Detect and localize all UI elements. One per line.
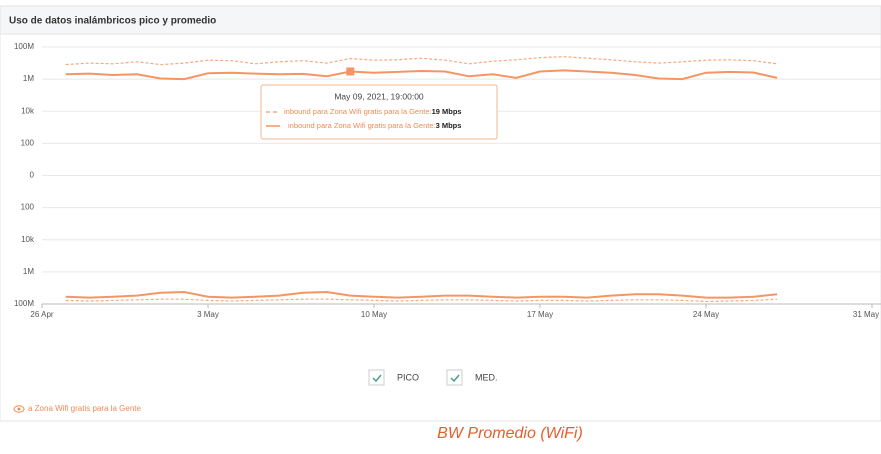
y-tick-label: 10k: [21, 235, 35, 244]
tooltip-label: inbound para Zona Wifi gratis para la Ge…: [284, 107, 462, 116]
panel-title: Uso de datos inalámbricos pico y promedi…: [9, 16, 216, 27]
series-line: [65, 290, 778, 299]
y-tick-label: 100: [21, 138, 35, 147]
x-tick-label: 24 May: [693, 310, 719, 319]
legend: PICO MED.: [368, 369, 498, 386]
x-tick-label: 10 May: [361, 310, 387, 319]
tooltip-title: May 09, 2021, 19:00:00: [334, 91, 424, 101]
panel: [0, 5, 881, 422]
series-line: [65, 56, 778, 66]
x-tick-label: 31 May: [853, 310, 879, 319]
tooltip: May 09, 2021, 19:00:00 inbound para Zona…: [260, 84, 498, 140]
tooltip-label: inbound para Zona Wifi gratis para la Ge…: [288, 121, 461, 130]
y-tick-label: 0: [30, 171, 35, 180]
panel-header: [0, 5, 881, 35]
check-icon: [372, 374, 382, 383]
lines: [65, 56, 778, 303]
y-tick-label: 1M: [23, 74, 34, 83]
y-tick-label: 1M: [23, 267, 34, 276]
check-icon: [450, 374, 460, 383]
hover-marker: [346, 67, 355, 76]
footer-link-text[interactable]: a Zona Wifi gratis para la Gente: [28, 404, 141, 413]
legend-label: MED.: [475, 372, 498, 382]
series-line: [65, 298, 778, 303]
legend-checkbox[interactable]: [446, 369, 463, 386]
eye-icon: [13, 405, 25, 413]
eye-icon: [17, 407, 21, 411]
x-tick-label: 26 Apr: [30, 310, 53, 319]
series-line: [65, 69, 778, 81]
x-tick-label: 3 May: [197, 310, 219, 319]
y-tick-label: 100M: [14, 299, 34, 308]
legend-label: PICO: [397, 372, 419, 382]
tooltip-box: [260, 84, 498, 140]
footer-link[interactable]: a Zona Wifi gratis para la Gente: [13, 404, 141, 413]
legend-checkbox[interactable]: [368, 369, 385, 386]
y-tick-label: 100M: [14, 42, 34, 51]
caption: BW Promedio (WiFi): [437, 425, 583, 442]
y-tick-label: 10k: [21, 106, 35, 115]
x-tick-label: 17 May: [527, 310, 553, 319]
y-tick-label: 100: [21, 203, 35, 212]
